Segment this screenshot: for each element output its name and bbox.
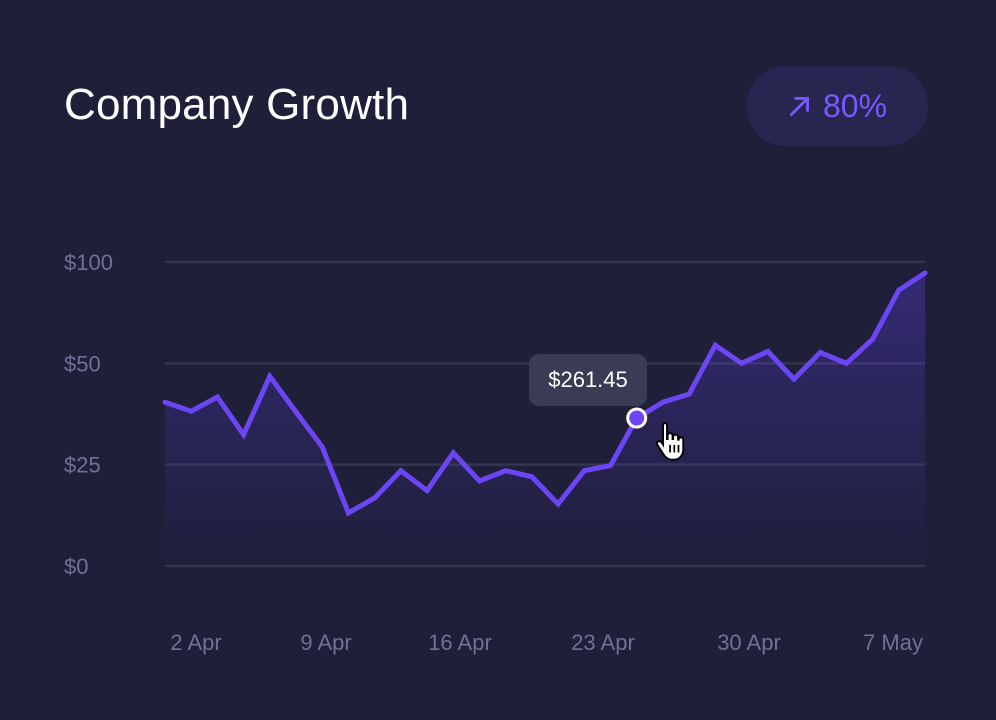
data-point bbox=[450, 450, 456, 456]
data-point bbox=[503, 468, 509, 474]
x-tick-label: 7 May bbox=[863, 630, 923, 655]
data-point bbox=[293, 409, 299, 415]
series-line bbox=[164, 270, 927, 517]
y-tick-label: $50 bbox=[64, 351, 101, 376]
area-fill bbox=[165, 272, 925, 566]
highlighted-point[interactable] bbox=[626, 407, 648, 429]
data-point bbox=[581, 468, 587, 474]
data-point bbox=[843, 360, 849, 366]
x-tick-label: 23 Apr bbox=[571, 630, 635, 655]
data-point bbox=[608, 462, 614, 468]
growth-badge: 80% bbox=[746, 66, 928, 146]
x-tick-label: 9 Apr bbox=[300, 630, 351, 655]
data-point bbox=[345, 510, 351, 516]
data-point bbox=[739, 360, 745, 366]
value-tooltip: $261.45 bbox=[529, 354, 647, 406]
data-point bbox=[319, 444, 325, 450]
x-tick-label: 2 Apr bbox=[170, 630, 221, 655]
data-point bbox=[267, 373, 273, 379]
data-point bbox=[712, 342, 718, 348]
data-point bbox=[162, 399, 168, 405]
page-title: Company Growth bbox=[64, 80, 410, 129]
y-tick-label: $25 bbox=[64, 453, 101, 478]
hand-cursor-icon bbox=[655, 421, 685, 461]
data-point bbox=[214, 394, 220, 400]
data-point bbox=[424, 488, 430, 494]
x-tick-label: 16 Apr bbox=[428, 630, 492, 655]
data-point bbox=[922, 270, 928, 276]
data-point bbox=[529, 474, 535, 480]
y-tick-label: $0 bbox=[64, 554, 88, 579]
data-point bbox=[660, 399, 666, 405]
data-point bbox=[476, 478, 482, 484]
data-point bbox=[686, 391, 692, 397]
data-point bbox=[188, 408, 194, 414]
x-tick-label: 30 Apr bbox=[717, 630, 781, 655]
y-tick-label: $100 bbox=[64, 250, 113, 275]
growth-value: 80% bbox=[822, 87, 888, 124]
data-point bbox=[896, 287, 902, 293]
data-point bbox=[398, 468, 404, 474]
data-point bbox=[241, 432, 247, 438]
data-point bbox=[372, 495, 378, 501]
arrow-up-right-icon bbox=[789, 97, 809, 117]
data-point bbox=[817, 349, 823, 355]
data-point bbox=[791, 376, 797, 382]
data-point bbox=[870, 336, 876, 342]
data-point bbox=[765, 348, 771, 354]
data-point bbox=[555, 501, 561, 507]
